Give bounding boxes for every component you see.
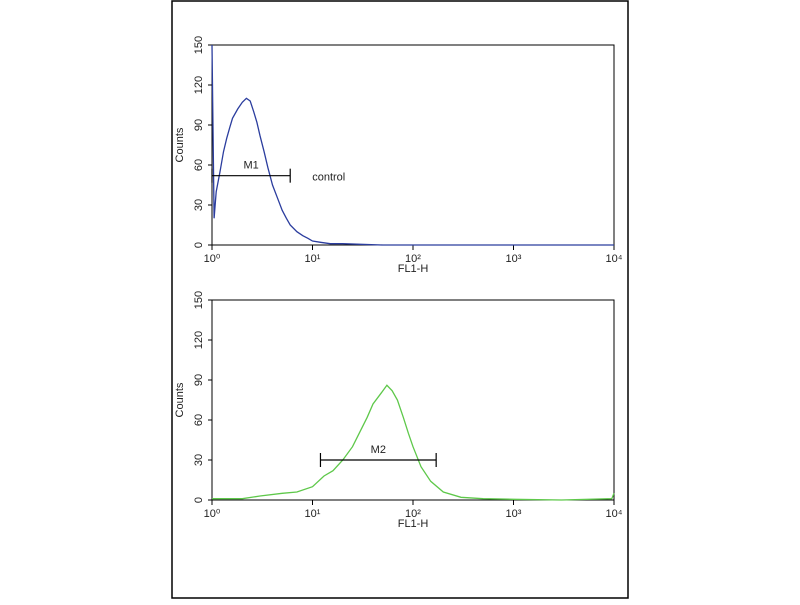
marker-label: M2 [371,444,386,456]
y-tick-label: 0 [193,242,205,248]
histogram-line [211,44,614,246]
y-axis-label: Counts [174,127,186,162]
x-tick-label: 10⁰ [204,508,221,520]
y-tick-label: 120 [193,76,205,94]
x-tick-label: 10² [405,508,421,520]
y-axis-label: Counts [174,382,186,417]
marker-label: M1 [243,160,258,172]
y-tick-label: 90 [193,119,205,131]
x-axis-label: FL1-H [398,518,429,530]
x-tick-label: 10⁰ [204,253,221,265]
y-tick-label: 90 [193,374,205,386]
y-tick-label: 120 [193,331,205,349]
y-tick-label: 30 [193,454,205,466]
x-tick-label: 10³ [506,253,522,265]
x-tick-label: 10⁴ [606,508,623,520]
y-tick-label: 150 [193,36,205,54]
x-tick-label: 10² [405,253,421,265]
y-tick-label: 150 [193,291,205,309]
y-tick-label: 60 [193,159,205,171]
x-tick-label: 10⁴ [606,253,623,265]
x-axis-label: FL1-H [398,263,429,275]
y-tick-label: 0 [193,497,205,503]
y-tick-label: 30 [193,199,205,211]
x-tick-label: 10¹ [305,253,321,265]
x-tick-label: 10¹ [305,508,321,520]
y-tick-label: 60 [193,414,205,426]
x-tick-label: 10³ [506,508,522,520]
annotation: control [312,172,345,184]
histogram-line [212,384,615,501]
